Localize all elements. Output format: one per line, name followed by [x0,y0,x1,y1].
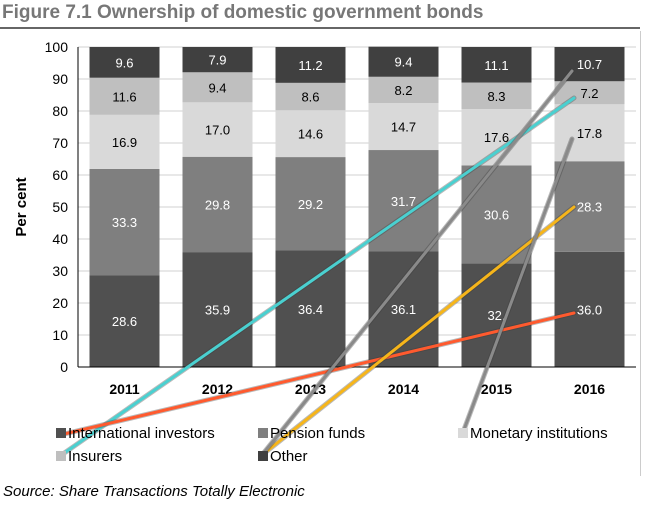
y-tick-label: 40 [52,231,68,247]
data-label: 31.7 [391,194,416,209]
x-tick-label: 2015 [481,381,512,397]
data-label: 29.2 [298,197,323,212]
data-label: 11.6 [112,89,136,104]
bar-segment [89,114,160,169]
data-label: 32. [487,308,505,323]
legend-swatch [458,428,468,438]
y-tick-label: 60 [52,167,68,183]
bar-segment [368,76,439,103]
data-label: 14.7 [391,120,416,135]
title-divider [0,27,640,29]
data-label: 36.1 [391,302,416,317]
x-tick-label: 2011 [109,381,140,397]
annotation-stroke [58,96,576,458]
bar-segment [368,103,439,151]
y-axis-title: Per cent [13,177,30,236]
bar-segment [275,47,346,83]
data-label: 29.8 [205,197,230,212]
data-label: 9.4 [208,80,226,95]
y-tick-label: 90 [52,71,68,87]
data-label: 11.2 [298,58,322,73]
data-label: 16.9 [112,135,137,150]
data-label: 17.8 [577,126,602,141]
legend-label: Insurers [68,448,122,465]
y-tick-label: 0 [60,359,68,375]
source-note: Source: Share Transactions Totally Elect… [3,483,305,500]
bar-segment [182,47,253,73]
bar-segment [461,165,532,264]
legend-swatch [56,451,66,461]
y-tick-label: 100 [45,39,69,55]
data-label: 11.1 [484,58,508,73]
data-label: 33.3 [112,215,137,230]
data-label: 36.0 [577,302,602,317]
bar-segment [182,102,253,157]
legend-label: Other [270,448,308,465]
legend-swatch [258,451,268,461]
data-label: 17.6 [484,130,509,145]
bar-segment [461,82,532,110]
bar-segment [89,47,160,78]
y-tick-label: 30 [52,263,68,279]
bar-segment [182,72,253,103]
data-label: 7.2 [580,86,598,101]
annotation-stroke [58,311,576,437]
data-label: 9.4 [394,55,412,70]
annotation-stroke [460,137,574,437]
bar-segment [275,157,346,251]
x-tick-label: 2014 [388,381,419,397]
data-label: 14.6 [298,127,323,142]
bar-segment [275,250,346,367]
bar-segment [368,46,439,77]
bar-segment [554,47,625,82]
bar-segment [554,161,625,252]
x-tick-label: 2012 [202,381,233,397]
data-label: 35.9 [205,303,230,318]
data-label: 9.6 [115,55,133,70]
x-tick-label: 2016 [574,381,605,397]
legend-label: Pension funds [270,425,365,442]
y-tick-label: 20 [52,295,68,311]
legend-label: International investors [68,425,215,442]
legend-swatch [56,428,66,438]
figure-title: Figure 7.1 Ownership of domestic governm… [2,2,484,23]
annotation-stroke [260,205,576,457]
bar-segment [89,168,160,276]
data-label: 8.2 [394,83,412,98]
bar-segment [89,275,160,367]
stacked-bar-chart: 28.6 33.3 16.9 11.6 9.6 35.9 29.8 17.0 9.4 7.9 36.… [13,39,636,465]
data-label: 28.6 [112,314,137,329]
bar-segment [461,47,532,83]
data-label: 8.3 [487,89,505,104]
data-label: 7.9 [208,53,226,68]
data-label: 36.4 [298,302,323,317]
data-label: 8.6 [301,90,319,105]
data-label: 17.0 [205,123,230,138]
legend-label: Monetary institutions [470,425,608,442]
data-label: 10.7 [577,57,602,72]
y-tick-label: 50 [52,199,68,215]
chart-frame: 28.6 33.3 16.9 11.6 9.6 35.9 29.8 17.0 9.4 7.9 36.… [0,31,641,476]
annotation-stroke [260,69,574,457]
legend-swatch [258,428,268,438]
data-label: 28.3 [577,200,602,215]
bar-segment [89,77,160,115]
bar-segment [554,251,625,367]
y-tick-label: 70 [52,135,68,151]
data-label: 30.6 [484,207,509,222]
bar-segment [275,82,346,111]
bar-segment [275,110,346,158]
y-tick-label: 10 [52,327,68,343]
y-tick-label: 80 [52,103,68,119]
bar-segment [182,156,253,253]
